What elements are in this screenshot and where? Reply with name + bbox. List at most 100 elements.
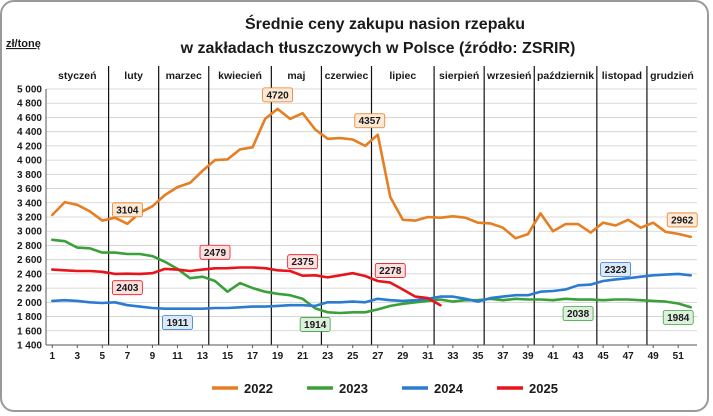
month-label: listopad [602, 70, 642, 82]
series-line-2024 [50, 272, 693, 311]
data-label: 2323 [605, 265, 628, 276]
y-tick-label: 2 400 [17, 269, 42, 280]
y-tick-label: 3 200 [17, 213, 42, 224]
data-label-box [111, 202, 143, 218]
data-label-box [287, 254, 319, 270]
data-label-box [374, 263, 406, 278]
y-tick-label: 3 000 [17, 227, 42, 238]
x-tick-label: 19 [272, 351, 284, 362]
data-label-box [562, 306, 594, 322]
x-tick-label: 47 [623, 351, 635, 362]
data-label-box [354, 113, 386, 129]
data-label: 2038 [567, 309, 590, 320]
month-label: wrzesień [486, 70, 531, 82]
month-label: październik [537, 70, 594, 82]
y-tick-label: 4 800 [17, 99, 42, 110]
data-label-box [662, 310, 694, 325]
x-tick-label: 39 [522, 351, 534, 362]
x-tick-label: 11 [172, 351, 183, 362]
x-tick-label: 45 [598, 351, 610, 362]
y-tick-label: 5 000 [17, 85, 42, 96]
x-tick-label: 27 [372, 351, 384, 362]
x-tick-label: 29 [397, 351, 409, 362]
y-tick-label: 4 600 [17, 113, 42, 124]
data-label-box [600, 261, 632, 277]
data-label: 2375 [292, 257, 315, 268]
y-tick-label: 2 800 [17, 241, 42, 252]
y-tick-label: 3 800 [17, 170, 42, 181]
data-label-box [162, 315, 193, 331]
data-label-box [111, 280, 143, 296]
chart-title-line2: w zakładach tłuszczowych w Polsce (źródł… [180, 40, 576, 57]
axis-layer: 1 400 1 600 1 800 2 000 2 200 2 400 2 600 2 800… [17, 85, 697, 362]
legend-label-2022: 2022 [244, 381, 273, 396]
data-label: 4357 [359, 116, 382, 127]
data-label: 1984 [667, 313, 690, 324]
legend-label-2024: 2024 [434, 381, 464, 396]
data-label-box [666, 212, 698, 228]
series-line-2025 [50, 266, 442, 307]
x-tick-label: 5 [100, 351, 106, 362]
y-tick-label: 4 400 [17, 127, 42, 138]
data-label-box [262, 87, 294, 103]
legend-label-2023: 2023 [339, 381, 368, 396]
data-label-box [199, 244, 231, 260]
data-label-box [299, 317, 331, 332]
y-tick-label: 1 800 [17, 312, 42, 323]
data-label: 2962 [671, 215, 694, 226]
month-label: luty [124, 70, 143, 82]
y-tick-label: 2 600 [17, 255, 42, 266]
x-tick-label: 33 [447, 351, 459, 362]
y-tick-label: 3 400 [17, 198, 42, 209]
x-tick-label: 41 [547, 351, 559, 362]
data-label: 2278 [379, 266, 402, 277]
y-tick-label: 2 000 [17, 298, 42, 309]
series-line-2023 [50, 238, 693, 315]
month-layer: styczeń luty marzec kwiecień maj czerwiec lipi… [58, 66, 694, 345]
data-label: 2403 [116, 283, 139, 294]
y-tick-label: 3 600 [17, 184, 42, 195]
month-label: lipiec [389, 70, 416, 82]
data-label: 2479 [204, 248, 227, 259]
x-tick-label: 49 [648, 351, 660, 362]
x-tick-label: 51 [673, 351, 685, 362]
x-tick-label: 3 [75, 351, 81, 362]
x-tick-label: 31 [422, 351, 434, 362]
data-label: 4720 [266, 90, 289, 101]
month-label: grudzień [650, 70, 694, 82]
y-tick-label: 4 000 [17, 156, 42, 167]
y-axis-label: zł/tonę [6, 38, 41, 50]
y-tick-label: 4 200 [17, 141, 42, 152]
y-tick-label: 2 200 [17, 284, 42, 295]
data-label: 1914 [304, 320, 327, 331]
month-label: kwiecień [218, 70, 262, 82]
month-label: styczeń [58, 70, 97, 82]
data-label: 1911 [167, 318, 189, 329]
x-tick-label: 37 [497, 351, 509, 362]
x-tick-label: 35 [472, 351, 484, 362]
month-label: maj [287, 70, 305, 82]
x-tick-label: 17 [247, 351, 259, 362]
x-tick-label: 1 [49, 351, 55, 362]
month-label: marzec [166, 70, 202, 82]
data-label-layer: 3104 4720 4357 2962 2479 2375 2278 2403 1911 2323… [111, 87, 698, 332]
x-tick-label: 25 [347, 351, 359, 362]
x-tick-label: 23 [322, 351, 334, 362]
x-tick-label: 7 [125, 351, 131, 362]
month-label: czerwiec [325, 70, 369, 82]
x-tick-label: 43 [573, 351, 585, 362]
x-tick-label: 13 [197, 351, 209, 362]
x-tick-label: 21 [297, 351, 309, 362]
data-label: 3104 [116, 205, 139, 216]
legend-label-2025: 2025 [529, 381, 558, 396]
y-tick-label: 1 600 [17, 326, 42, 337]
x-tick-label: 15 [222, 351, 234, 362]
month-label: sierpień [439, 70, 479, 82]
legend: 2022 2023 2024 2025 [212, 381, 558, 396]
chart-title-line1: Średnie ceny zakupu nasion rzepaku [245, 14, 525, 33]
series-layer [50, 107, 693, 315]
series-line-2022 [50, 107, 693, 240]
y-tick-label: 1 400 [17, 341, 42, 352]
x-tick-label: 9 [150, 351, 156, 362]
